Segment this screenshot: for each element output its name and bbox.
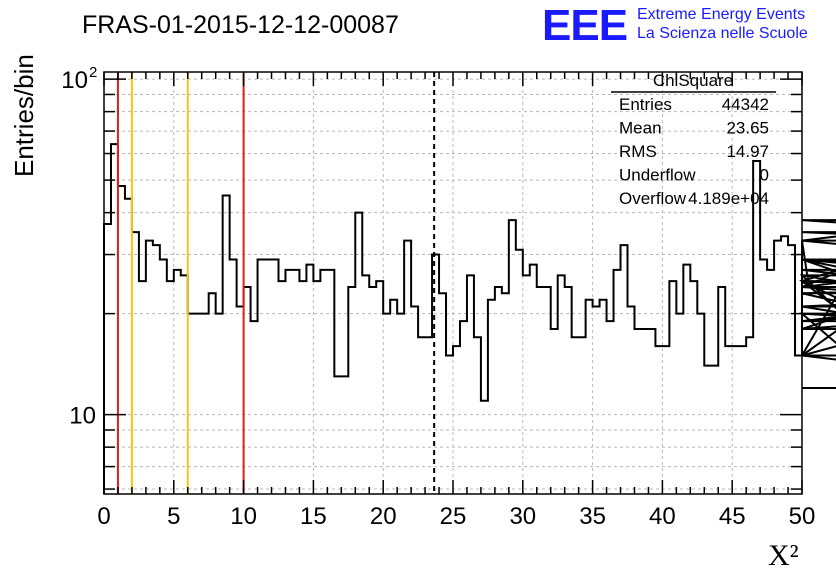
stats-box: ChiSquare Entries 44342 Mean 23.65 RMS 14.97 U…: [611, 71, 776, 208]
x-tick-label: 5: [167, 503, 180, 530]
stats-value: 14.97: [726, 142, 769, 161]
x-tick-label: 25: [440, 503, 467, 530]
stats-label: Overflow: [619, 189, 687, 208]
x-tick-label: 40: [649, 503, 676, 530]
stats-value: 4.189e+04: [688, 189, 769, 208]
x-tick-label: 10: [230, 503, 257, 530]
stats-value: 0: [760, 166, 769, 185]
stats-value: 23.65: [726, 119, 769, 138]
stats-title: ChiSquare: [653, 71, 733, 90]
stats-label: RMS: [619, 142, 657, 161]
stats-label: Mean: [619, 119, 662, 138]
stats-value: 44342: [722, 95, 769, 114]
eee-logo-line1: Extreme Energy Events: [637, 6, 805, 23]
y-tick-label-exponent: 2: [89, 64, 97, 81]
eee-logo-line2: La Scienza nelle Scuole: [637, 25, 808, 42]
x-tick-label: 45: [719, 503, 746, 530]
eee-logo-mark: EEE: [542, 1, 627, 50]
x-tick-label: 30: [509, 503, 536, 530]
histogram-outline: [103, 143, 836, 494]
x-tick-labels: 0 5 10 15 20 25 30 35 40 45 50: [97, 503, 815, 530]
histogram-bars: [103, 143, 836, 494]
x-tick-label: 35: [579, 503, 606, 530]
stats-label: Entries: [619, 95, 672, 114]
x-tick-label: 0: [97, 503, 110, 530]
x-tick-label: 50: [789, 503, 816, 530]
y-axis-title: Entries/bin: [9, 54, 39, 177]
x-tick-label: 15: [300, 503, 327, 530]
x-axis-title: X²: [768, 539, 799, 572]
stats-rows: Entries 44342 Mean 23.65 RMS 14.97 Underflow 0 O…: [619, 95, 769, 208]
stats-label: Underflow: [619, 166, 696, 185]
x-tick-label: 20: [370, 503, 397, 530]
eee-logo: EEE Extreme Energy Events La Scienza nel…: [542, 1, 808, 50]
y-tick-label: 10: [61, 67, 88, 94]
axis-ticks: [103, 72, 803, 494]
reference-lines: [116, 72, 436, 494]
y-tick-label: 10: [69, 403, 96, 430]
chart-title: FRAS-01-2015-12-12-00087: [82, 11, 399, 39]
